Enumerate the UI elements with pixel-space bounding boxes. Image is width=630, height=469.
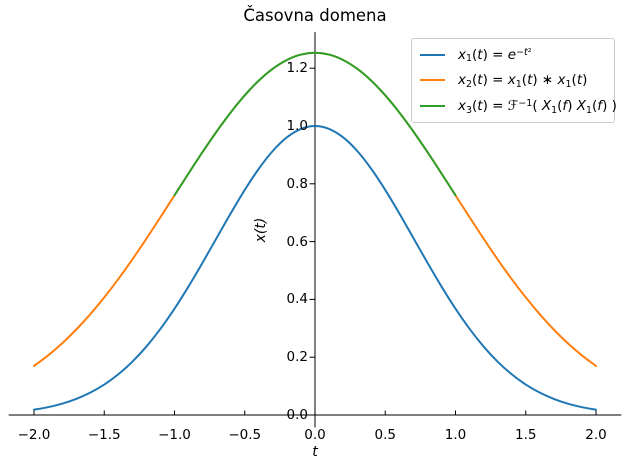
legend-label-segment: x — [507, 72, 516, 89]
chart-title: Časovna domena — [243, 6, 387, 25]
legend-label-segment: ² — [527, 46, 532, 58]
legend-label-segment: 1 — [565, 79, 572, 91]
legend-label-segment: ( — [532, 98, 542, 115]
legend-label-segment: x — [458, 98, 466, 115]
y-tick-label: 0.8 — [286, 175, 308, 192]
legend-label-segment: f — [562, 98, 568, 115]
y-tick-label: 0.4 — [286, 291, 308, 308]
curve-x1 — [33, 124, 597, 411]
x-tick-label: −1.0 — [158, 427, 191, 443]
legend-label-segment: ( — [472, 72, 478, 89]
legend-label-segment: ( — [472, 98, 478, 115]
y-tick-label: 0.2 — [286, 349, 308, 366]
x-axis-label: t — [312, 444, 318, 460]
legend-label-segment: t — [527, 72, 533, 89]
legend-label-segment: 1 — [515, 79, 522, 91]
legend-label-segment: e — [507, 46, 517, 63]
y-tick-label: 1.0 — [286, 118, 308, 134]
legend-label-segment: t — [576, 72, 583, 89]
legend-label-segment: 1 — [586, 104, 593, 116]
x-tick-label: 0.0 — [304, 427, 326, 443]
legend-label-segment: t — [524, 46, 528, 58]
x-tick-label: 1.0 — [444, 427, 467, 443]
legend-swatch-x1 — [420, 53, 445, 56]
curve-x3 — [173, 51, 457, 197]
legend-label-segment: ( — [592, 98, 598, 115]
legend-swatch-x3 — [420, 105, 445, 108]
legend-item-x3: x3(t) = ℱ−1( X1(f) X1(f) ) — [420, 98, 617, 116]
legend-label-segment: ) = — [482, 98, 508, 115]
legend-label-x2: x2(t) = x1(t) ∗ x1(t) — [458, 72, 588, 91]
legend-label-segment: ( — [571, 72, 577, 89]
legend-label-segment: t — [477, 72, 483, 89]
legend-label-segment: ) — [582, 72, 588, 89]
y-tick-label: 0.6 — [286, 233, 308, 250]
legend-item-x2: x2(t) = x1(t) ∗ x1(t) — [420, 72, 606, 91]
legend-label-segment: ) = — [482, 46, 508, 63]
legend-label-x3: x3(t) = ℱ−1( X1(f) X1(f) ) — [458, 97, 617, 116]
legend-swatch-x2 — [420, 79, 445, 82]
x-tick-label: −2.0 — [17, 427, 51, 443]
legend-label-segment: ) — [567, 98, 577, 115]
x-tick-label: −0.5 — [228, 427, 262, 443]
legend-label-segment: ) ∗ — [532, 72, 558, 89]
legend-label-segment: 1 — [466, 53, 473, 65]
legend-label-segment: X — [576, 98, 586, 115]
legend-label-segment: x — [458, 72, 466, 89]
x-tick-label: 0.5 — [374, 427, 396, 443]
legend-label-segment: 3 — [466, 104, 473, 116]
legend-label-segment: t — [477, 98, 483, 115]
legend-label-x1: x1(t) = e−t² — [458, 46, 532, 65]
legend-label-segment: ) = — [482, 72, 508, 89]
legend-label-segment: −1 — [518, 97, 533, 109]
y-tick-label: 0.0 — [286, 407, 308, 423]
x-tick-label: −1.5 — [87, 427, 121, 443]
legend-label-segment: ℱ — [507, 98, 519, 115]
y-tick-label: 1.2 — [286, 60, 308, 77]
legend-label-segment: ) ) — [602, 98, 617, 115]
legend-label-segment: 1 — [551, 104, 558, 116]
legend-label-segment: − — [516, 46, 524, 58]
x-tick-label: 1.5 — [515, 427, 537, 443]
legend-item-x1: x1(t) = e−t² — [420, 46, 606, 65]
legend-label-segment: f — [597, 98, 603, 115]
legend-label-segment: x — [458, 46, 466, 63]
legend-label-segment: ( — [521, 72, 528, 89]
legend-label-segment: ( — [472, 46, 478, 63]
legend-label-segment: X — [541, 98, 552, 115]
legend-label-segment: x — [557, 72, 566, 89]
legend-label-segment: t — [477, 46, 483, 63]
legend-label-segment: ( — [557, 98, 563, 115]
legend-label-segment: 2 — [466, 79, 473, 91]
legend: x1(t) = e−t² x2(t) = x1(t) ∗ x1(t) x3(t) =… — [411, 38, 617, 123]
x-tick-label: 2.0 — [585, 427, 607, 443]
y-axis-label: x(t) — [253, 217, 269, 243]
